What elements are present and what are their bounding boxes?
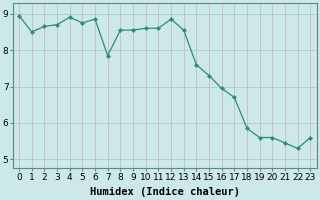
X-axis label: Humidex (Indice chaleur): Humidex (Indice chaleur): [90, 187, 240, 197]
